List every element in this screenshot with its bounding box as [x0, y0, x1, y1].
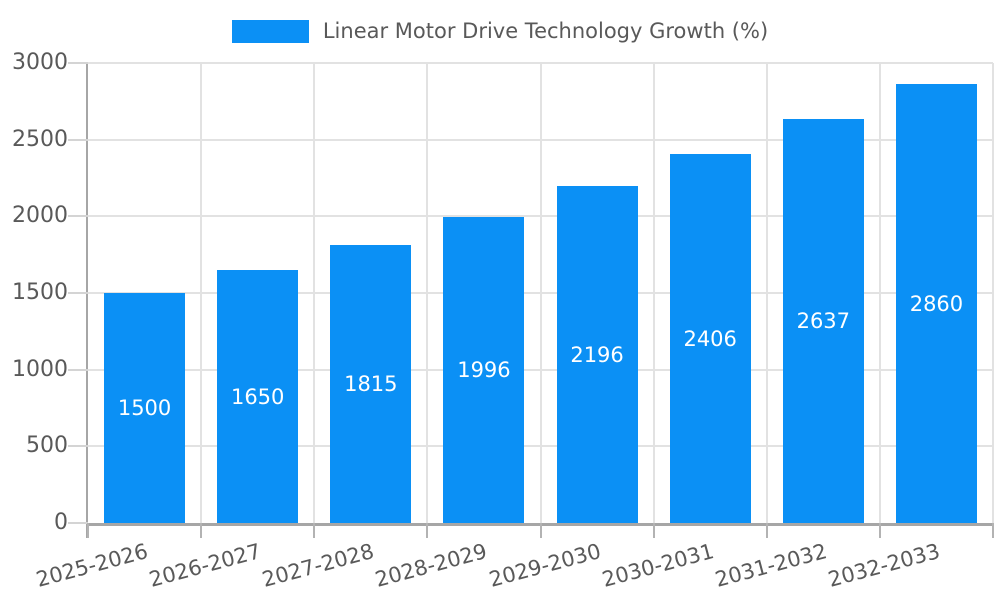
- bar: 1815: [330, 244, 412, 523]
- bar-value-label: 1815: [344, 371, 398, 396]
- x-axis-tick-label: 2029-2030: [486, 539, 604, 592]
- x-axis-tick: [200, 523, 203, 538]
- y-axis-tick-label: 2000: [12, 203, 68, 229]
- bar: 1996: [443, 216, 525, 523]
- gridline-vertical: [426, 63, 429, 523]
- x-axis-tick-label: 2030-2031: [599, 539, 717, 592]
- y-axis-tick: [68, 138, 88, 141]
- y-axis-tick: [68, 368, 88, 371]
- y-axis-tick-label: 0: [54, 510, 68, 535]
- bar-value-label: 1500: [117, 396, 172, 420]
- y-axis-tick-label: 3000: [12, 50, 68, 75]
- y-axis-tick-label: 2500: [12, 126, 68, 152]
- x-axis-tick-label: 2027-2028: [259, 539, 377, 592]
- x-axis-tick: [878, 523, 881, 538]
- bar-value-label: 2406: [683, 326, 737, 351]
- x-axis-tick: [992, 523, 994, 538]
- bar: 1500: [104, 293, 186, 523]
- gridline-vertical: [200, 63, 203, 523]
- y-axis-tick: [68, 215, 88, 218]
- y-axis-tick: [68, 62, 88, 64]
- bar: 2637: [782, 118, 864, 523]
- bar: 2406: [669, 154, 751, 523]
- x-axis-tick-label: 2028-2029: [373, 539, 490, 592]
- y-axis-tick: [68, 292, 88, 294]
- x-axis-tick-label: 2031-2032: [712, 539, 830, 592]
- gridline-vertical: [992, 63, 994, 523]
- x-axis-tick-label: 2026-2027: [146, 539, 264, 592]
- x-axis-tick: [313, 523, 316, 538]
- bar: 2860: [895, 84, 977, 523]
- bar-value-label: 2860: [909, 291, 964, 316]
- bar-value-label: 2637: [796, 308, 851, 333]
- x-axis-tick-label: 2025-2026: [33, 539, 151, 592]
- x-axis-tick: [765, 523, 768, 538]
- legend-label: Linear Motor Drive Technology Growth (%): [322, 19, 769, 43]
- legend: Linear Motor Drive Technology Growth (%): [0, 19, 1000, 43]
- y-axis-line: [86, 63, 88, 538]
- gridline-vertical: [878, 63, 881, 523]
- bar-value-label: 2196: [570, 342, 624, 367]
- y-axis-tick: [68, 522, 88, 524]
- y-axis-tick-label: 1500: [12, 280, 68, 305]
- x-axis-tick: [539, 523, 542, 538]
- gridline-vertical: [652, 63, 655, 523]
- x-axis-tick-label: 2032-2033: [825, 539, 943, 592]
- plot-area: 1500 1650 1815 1996 2196 2406 2637 2860: [86, 62, 994, 538]
- bar: 1650: [217, 270, 299, 523]
- bar-value-label: 1996: [457, 357, 511, 382]
- x-axis-tick: [652, 523, 655, 538]
- y-axis-tick-label: 500: [26, 433, 68, 459]
- y-axis-tick: [68, 445, 88, 448]
- x-axis-tick: [87, 523, 89, 538]
- gridline-vertical: [313, 63, 316, 523]
- y-axis-tick-label: 1000: [12, 356, 68, 382]
- bar: 2196: [556, 186, 638, 523]
- bar-value-label: 1650: [230, 384, 285, 409]
- legend-swatch: [231, 19, 309, 43]
- x-axis-tick: [426, 523, 429, 538]
- gridline-vertical: [539, 63, 542, 523]
- gridline-vertical: [765, 63, 768, 523]
